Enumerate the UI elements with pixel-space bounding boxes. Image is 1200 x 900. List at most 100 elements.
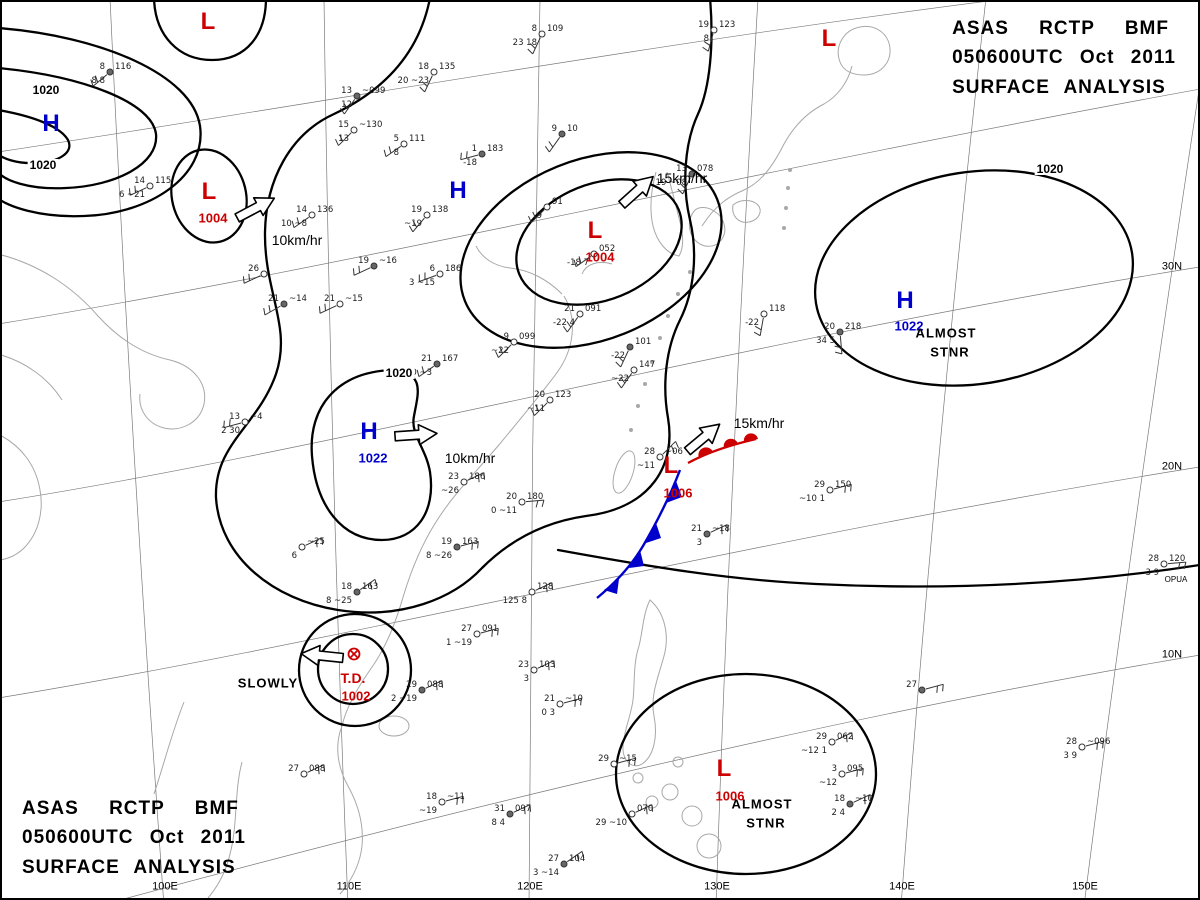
svg-text:13: 13	[338, 134, 349, 144]
pressure-center-value: 1006	[715, 788, 745, 804]
svg-text:3: 3	[524, 674, 529, 684]
svg-text:~12: ~12	[819, 778, 837, 788]
station-plot: 21 ~18 3	[691, 524, 730, 548]
station-plot: 9 099 ~22	[491, 332, 535, 358]
station-plot: ~25 6	[292, 537, 325, 561]
svg-text:150: 150	[835, 480, 851, 490]
svg-text:5: 5	[394, 134, 399, 144]
coastline-japan	[701, 65, 853, 227]
valid-time: 050600UTC Oct 2011	[22, 827, 246, 849]
svg-text:21: 21	[324, 294, 335, 304]
station-plot: 147 ~22	[611, 360, 655, 389]
svg-text:26: 26	[248, 264, 259, 274]
station-plot: 23 186 ~26	[441, 472, 485, 496]
station-plot: 26	[242, 264, 268, 284]
svg-text:147: 147	[639, 360, 655, 370]
svg-text:136: 136	[317, 205, 333, 215]
station-circle-icon	[556, 700, 564, 708]
svg-text:186: 186	[445, 264, 461, 274]
latitude-label: 20N	[1161, 460, 1183, 473]
svg-text:29: 29	[814, 480, 825, 490]
svg-text:8 8: 8 8	[91, 76, 105, 86]
pressure-center-high-symbol: H	[360, 418, 378, 445]
motion-speed-label: 15km/hr	[733, 415, 785, 431]
pressure-center-td-symbol: T.D.	[340, 670, 366, 686]
station-circle-icon	[308, 211, 316, 219]
station-plot: 91 9	[528, 197, 563, 223]
pressure-center-low-symbol: L	[201, 178, 217, 205]
station-plot: 9 10	[544, 124, 578, 153]
svg-text:15: 15	[338, 120, 349, 130]
svg-text:135: 135	[439, 62, 455, 72]
svg-text:~18: ~18	[712, 524, 730, 534]
station-plot: 3 095 ~12	[819, 764, 864, 788]
svg-text:218: 218	[845, 322, 861, 332]
annotation-label: STNR	[746, 815, 786, 831]
svg-text:0 3: 0 3	[541, 708, 555, 718]
coastlines	[2, 25, 891, 898]
svg-text:~06: ~06	[665, 447, 683, 457]
svg-text:9: 9	[504, 332, 509, 342]
pressure-center-high-symbol: H	[896, 287, 914, 314]
station-circle-icon	[530, 666, 538, 674]
svg-text:128: 128	[537, 582, 553, 592]
isobar-value-label: 1020	[1034, 162, 1066, 176]
svg-text:20: 20	[824, 322, 835, 332]
svg-text:~19: ~19	[404, 219, 422, 229]
svg-text:186: 186	[469, 472, 485, 482]
station-plot: 20 180 0 ~11	[491, 492, 545, 516]
station-plot: 28 ~06 ~11	[637, 441, 683, 471]
svg-text:091: 091	[482, 624, 498, 634]
coastline-island	[632, 772, 644, 784]
coastline-island	[661, 783, 679, 801]
pressure-center-value: 1006	[663, 485, 693, 501]
tropical-depression-icon	[347, 647, 361, 661]
svg-text:2 4: 2 4	[831, 808, 845, 818]
svg-text:125 8: 125 8	[503, 596, 527, 606]
warm-front-scallop-icon	[698, 447, 713, 458]
svg-text:101: 101	[635, 337, 651, 347]
svg-text:27: 27	[548, 854, 559, 864]
station-circle-icon	[630, 366, 638, 374]
warm-front-scallop-icon	[743, 433, 758, 442]
station-plot: 21 ~10 0 3	[541, 694, 582, 718]
svg-text:0 ~3: 0 ~3	[411, 368, 432, 378]
coastline-izu-islands	[782, 168, 792, 230]
station-circle-icon	[400, 140, 408, 148]
annotation-label: ALMOST	[915, 325, 977, 341]
cold-front-triangle-icon	[629, 550, 644, 568]
svg-text:29: 29	[598, 754, 609, 764]
svg-text:6: 6	[430, 264, 435, 274]
station-circle-icon	[838, 770, 846, 778]
station-plot: 20 218 34 5	[816, 322, 861, 355]
meridian-140e	[901, 2, 986, 898]
svg-text:3 9: 3 9	[1063, 751, 1077, 761]
pressure-center-low-symbol: L	[716, 755, 732, 782]
station-plot: 19 138 ~19	[404, 205, 448, 233]
svg-text:097: 097	[515, 804, 531, 814]
station-plot: 19 123 8	[698, 20, 735, 52]
cold-front-triangle-icon	[666, 481, 682, 503]
svg-text:23: 23	[518, 660, 529, 670]
station-circle-icon	[543, 203, 551, 211]
svg-text:23 18: 23 18	[513, 38, 537, 48]
parallel-line	[2, 2, 984, 152]
station-plot: 27 088	[288, 764, 325, 778]
svg-text:8 4: 8 4	[491, 818, 505, 828]
svg-text:10: 10	[567, 124, 578, 134]
svg-text:28: 28	[644, 447, 655, 457]
isobar-low-1006-south	[614, 672, 878, 876]
svg-text:095: 095	[847, 764, 863, 774]
svg-text:91: 91	[552, 197, 563, 207]
station-circle-icon	[350, 126, 358, 134]
station-circle-icon	[590, 250, 598, 258]
annotation-label: ALMOST	[731, 796, 793, 812]
station-plot: 101 -22	[611, 337, 651, 368]
station-circle-icon	[460, 478, 468, 486]
title-block-top-right: ASAS RCTP BMF 050600UTC Oct 2011 SURFACE…	[952, 14, 1176, 102]
station-circle-icon	[241, 418, 249, 426]
station-circle-icon	[760, 310, 768, 318]
pressure-center-low-symbol: L	[821, 25, 837, 52]
